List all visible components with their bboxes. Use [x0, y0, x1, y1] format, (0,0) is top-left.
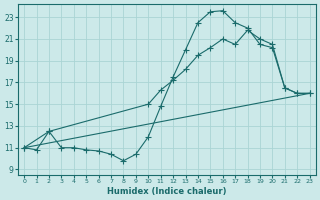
X-axis label: Humidex (Indice chaleur): Humidex (Indice chaleur) [107, 187, 227, 196]
